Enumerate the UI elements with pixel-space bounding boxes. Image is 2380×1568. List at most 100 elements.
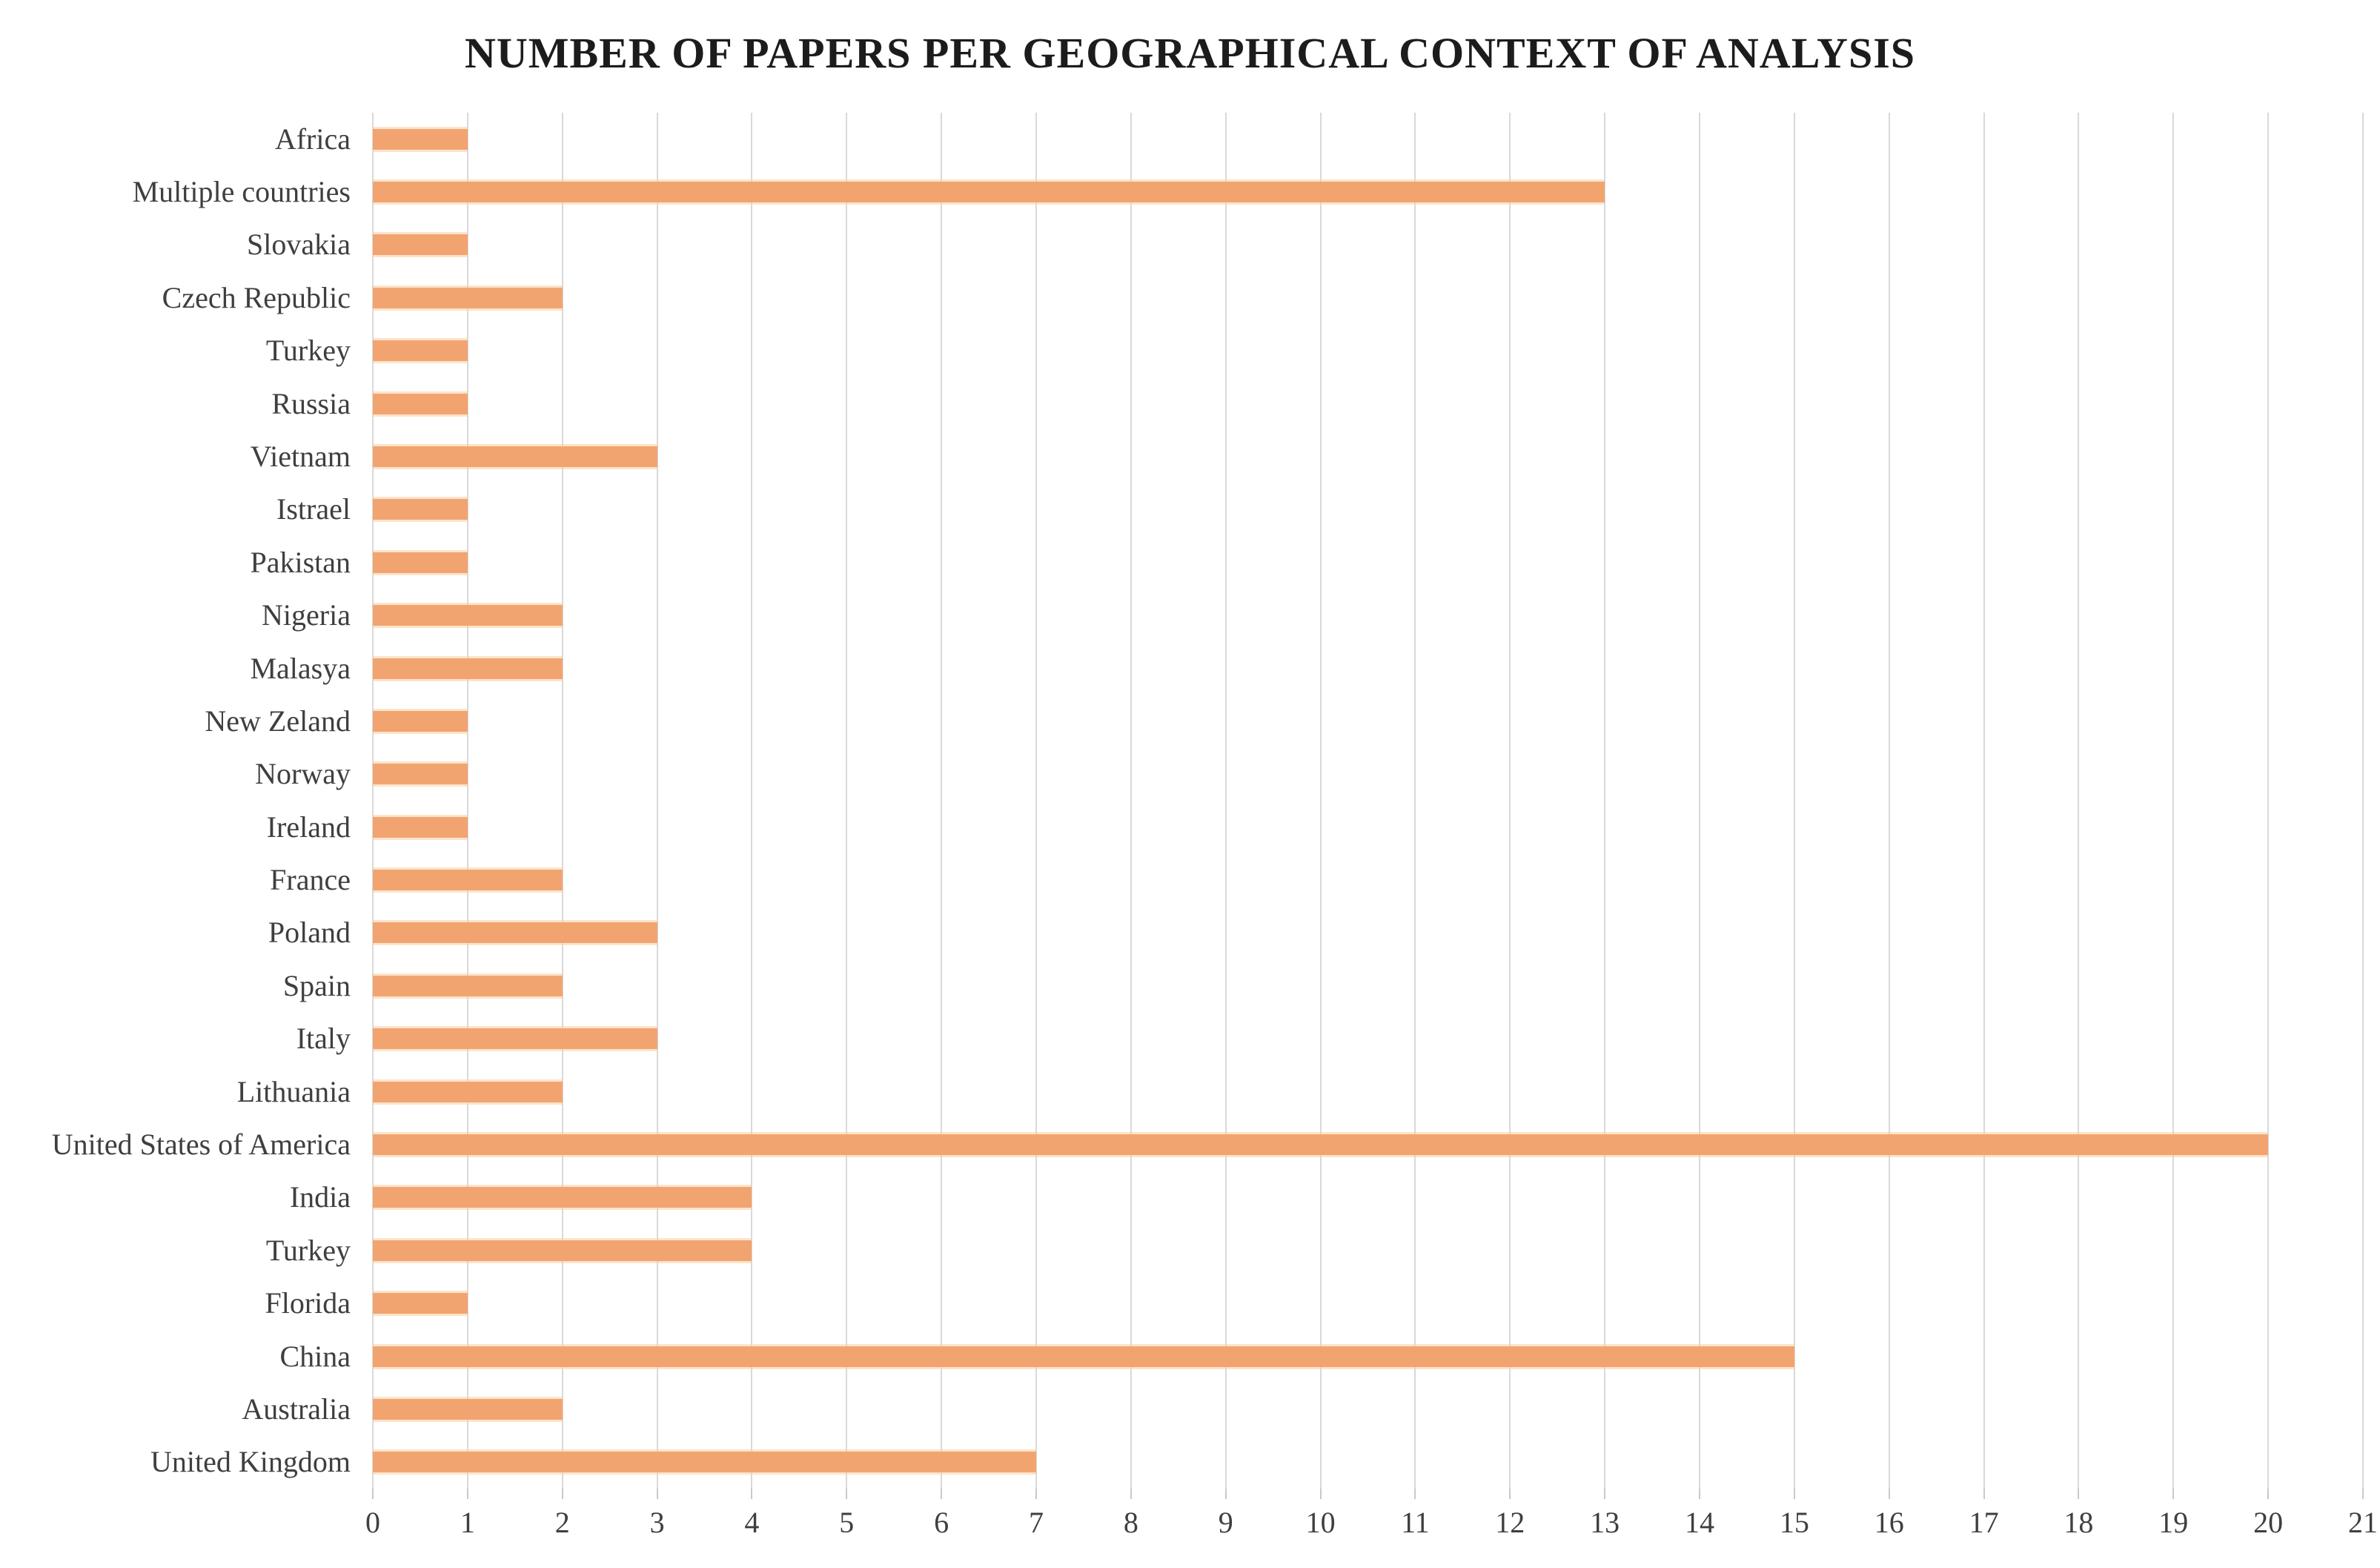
x-axis-tick-mark — [1793, 1489, 1795, 1499]
x-axis-tick-mark — [2362, 1489, 2364, 1499]
category-label: Slovakia — [247, 228, 351, 262]
bar — [373, 1452, 1036, 1473]
x-axis-tick-mark — [2172, 1489, 2175, 1499]
category-label: United Kingdom — [150, 1445, 351, 1479]
gridline — [1319, 113, 1322, 1489]
gridline — [941, 113, 943, 1489]
x-axis-tick-mark — [1035, 1489, 1037, 1499]
category-label: Nigeria — [262, 598, 351, 632]
bar — [373, 870, 563, 891]
x-axis-tick-mark — [466, 1489, 468, 1499]
x-axis-tick-labels: 0 1 2 3 4 5 6 7 8 9 10 11 12 13 14 15 16 17 18 19 20 21 — [365, 1505, 2378, 1549]
x-axis-tick-label: 19 — [2158, 1506, 2189, 1539]
x-axis-tick-label: 20 — [2253, 1506, 2284, 1539]
x-axis-tick-label: 2 — [554, 1506, 570, 1539]
y-axis-category-labels: Africa Multiple countries Slovakia Czech Re… — [0, 113, 361, 1489]
bar — [373, 340, 468, 362]
x-axis-tick-label: 4 — [744, 1506, 760, 1539]
category-label: France — [270, 863, 351, 897]
gridline — [2362, 113, 2364, 1489]
bar — [373, 446, 657, 467]
gridline — [1414, 113, 1416, 1489]
x-axis-tick-mark — [2078, 1489, 2080, 1499]
category-label: Turkey — [265, 334, 351, 368]
bar — [373, 1134, 2269, 1155]
category-label: Vietnam — [250, 440, 351, 473]
gridline — [2267, 113, 2270, 1489]
gridline — [466, 113, 468, 1489]
gridline — [1888, 113, 1890, 1489]
category-label: Russia — [271, 386, 351, 420]
x-axis-tick-label: 21 — [2348, 1506, 2378, 1539]
bar — [373, 234, 468, 256]
bar — [373, 1187, 752, 1208]
x-axis-tick-label: 15 — [1779, 1506, 1809, 1539]
x-axis-tick-label: 9 — [1218, 1506, 1233, 1539]
category-label: Multiple countries — [132, 175, 351, 209]
category-label: India — [289, 1180, 351, 1214]
x-axis-tick-mark — [751, 1489, 753, 1499]
x-axis-tick-label: 13 — [1590, 1506, 1620, 1539]
bar — [373, 658, 563, 679]
bar — [373, 393, 468, 414]
x-axis-tick-mark — [1224, 1489, 1227, 1499]
x-axis-tick-label: 0 — [365, 1506, 380, 1539]
x-axis-tick-label: 5 — [839, 1506, 855, 1539]
gridline — [1509, 113, 1511, 1489]
bar — [373, 128, 468, 150]
x-axis-tick-label: 17 — [1969, 1506, 1999, 1539]
category-label: Lithuania — [236, 1074, 351, 1108]
x-axis-tick-label: 10 — [1305, 1506, 1336, 1539]
x-axis-tick-mark — [372, 1489, 374, 1499]
bar — [373, 1346, 1794, 1367]
bar — [373, 605, 563, 626]
x-axis-tick-label: 7 — [1029, 1506, 1044, 1539]
gridline — [1698, 113, 1700, 1489]
gridline — [1604, 113, 1606, 1489]
gridline — [751, 113, 753, 1489]
x-axis-tick-mark — [1698, 1489, 1700, 1499]
category-label: China — [279, 1339, 351, 1373]
bar — [373, 1240, 752, 1261]
gridline — [656, 113, 658, 1489]
x-axis-tick-label: 14 — [1685, 1506, 1714, 1539]
bar — [373, 499, 468, 520]
x-axis-tick-label: 3 — [649, 1506, 665, 1539]
x-axis-tick-label: 11 — [1401, 1506, 1430, 1539]
gridline — [1224, 113, 1227, 1489]
x-axis-tick-mark — [561, 1489, 563, 1499]
x-axis-tick-label: 16 — [1874, 1506, 1904, 1539]
x-axis-tick-mark — [2267, 1489, 2270, 1499]
x-axis-tick-label: 18 — [2064, 1506, 2094, 1539]
bar — [373, 1293, 468, 1314]
category-label: Spain — [282, 968, 351, 1002]
category-label: Australia — [242, 1392, 351, 1426]
category-label: Florida — [265, 1286, 351, 1320]
gridline — [561, 113, 563, 1489]
category-label: Africa — [274, 122, 351, 156]
x-axis-tick-mark — [1983, 1489, 1985, 1499]
gridline — [1035, 113, 1037, 1489]
gridline — [1793, 113, 1795, 1489]
x-axis-tick-label: 6 — [934, 1506, 949, 1539]
bar — [373, 975, 563, 996]
category-label: United States of America — [51, 1128, 351, 1161]
bar — [373, 764, 468, 785]
gridline — [2078, 113, 2080, 1489]
gridline — [372, 113, 374, 1489]
x-axis-tick-mark — [941, 1489, 943, 1499]
x-axis-tick-mark — [656, 1489, 658, 1499]
x-axis-tick-mark — [1604, 1489, 1606, 1499]
bar — [373, 287, 563, 308]
gridline — [846, 113, 848, 1489]
category-label: Czech Republic — [162, 280, 351, 314]
category-label: New Zeland — [205, 704, 351, 738]
category-label: Italy — [296, 1022, 351, 1056]
bar — [373, 922, 657, 944]
x-axis-tick-mark — [1888, 1489, 1890, 1499]
gridline — [1983, 113, 1985, 1489]
category-label: Malasya — [250, 651, 351, 685]
bar — [373, 182, 1605, 203]
bar — [373, 1028, 657, 1050]
